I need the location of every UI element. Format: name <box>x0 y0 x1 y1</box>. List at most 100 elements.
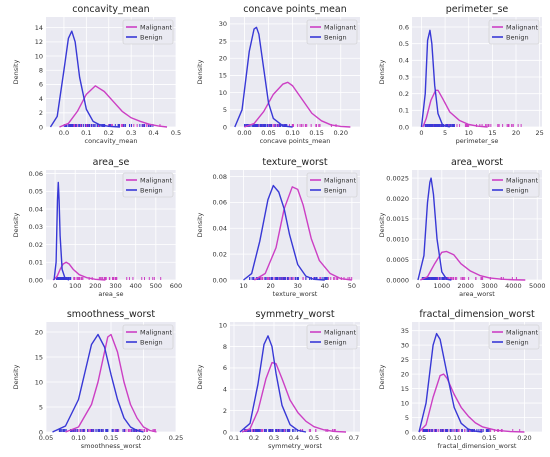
y-tick-label: 0.00 <box>213 276 227 284</box>
density-line-benign <box>234 26 293 128</box>
y-tick-label: 12 <box>35 38 43 46</box>
y-tick-label: 4 <box>223 386 227 394</box>
subplot-2: concave points_mean 0.00 0.05 0.10 0.15 0.20 0… <box>196 4 360 145</box>
legend-box <box>306 172 358 198</box>
y-tick-label: 0.04 <box>29 205 43 213</box>
x-tick-label: 400 <box>129 282 141 290</box>
x-tick-label: 20 <box>512 129 520 137</box>
legend-label-benign: Benign <box>506 186 529 194</box>
subplot-7: smoothness_worst 0.05 0.10 0.15 0.20 0.25 0 5 10… <box>12 309 183 450</box>
y-tick-label: 0.06 <box>213 199 227 207</box>
legend: Malignant Benign <box>122 19 174 45</box>
y-tick-label: 6 <box>39 81 43 89</box>
y-tick-label: 0.3 <box>399 73 409 81</box>
y-tick-label: 15 <box>35 353 43 361</box>
y-tick-label: 0.00 <box>29 276 43 284</box>
y-tick-label: 15 <box>219 72 227 80</box>
subplot-title: area_worst <box>451 157 503 168</box>
y-tick-label: 0.1 <box>399 107 409 115</box>
x-tick-label: 0.7 <box>349 434 359 442</box>
y-tick-label: 4 <box>39 95 43 103</box>
y-tick-label: 10 <box>401 399 409 407</box>
legend-label-malignant: Malignant <box>324 328 357 336</box>
legend-label-malignant: Malignant <box>506 23 539 31</box>
legend-label-malignant: Malignant <box>140 328 173 336</box>
x-tick-label: 0.10 <box>447 434 461 442</box>
density-line-malignant <box>420 250 526 281</box>
legend-box <box>122 19 174 45</box>
legend: Malignant Benign <box>306 324 358 350</box>
y-tick-label: 5 <box>223 106 227 114</box>
subplot-title: concave points_mean <box>243 4 346 15</box>
x-tick-label: 0 <box>419 129 423 137</box>
y-tick-label: 0 <box>223 428 227 436</box>
x-tick-label: 25 <box>535 129 543 137</box>
legend: Malignant Benign <box>488 324 540 350</box>
legend-box <box>488 19 540 45</box>
x-tick-label: 0.15 <box>482 434 496 442</box>
y-tick-label: 8 <box>39 67 43 75</box>
legend: Malignant Benign <box>488 19 540 45</box>
y-tick-label: 10 <box>219 89 227 97</box>
y-tick-label: 5 <box>405 414 409 422</box>
x-tick-label: 0.20 <box>136 434 150 442</box>
legend-label-benign: Benign <box>140 186 163 194</box>
y-tick-label: 0.05 <box>29 188 43 196</box>
y-tick-label: 0.5 <box>399 40 409 48</box>
x-tick-label: 0.6 <box>329 434 339 442</box>
y-axis-label: Density <box>196 212 204 237</box>
legend: Malignant Benign <box>122 172 174 198</box>
y-tick-label: 0.6 <box>399 23 409 31</box>
density-line-malignant <box>59 85 168 128</box>
legend-label-benign: Benign <box>140 33 163 41</box>
y-tick-label: 10 <box>219 322 227 330</box>
subplot-4: area_se 0 100 200 300 400 500 600 0.00 0.01 0.02 0.… <box>12 157 182 298</box>
y-tick-label: 0 <box>39 428 43 436</box>
legend-label-malignant: Malignant <box>506 176 539 184</box>
x-tick-label: 0.00 <box>237 129 251 137</box>
x-axis-label: perimeter_se <box>456 137 499 145</box>
x-tick-label: 4000 <box>505 282 522 290</box>
y-tick-label: 2 <box>223 407 227 415</box>
y-tick-label: 15 <box>401 385 409 393</box>
density-line-benign <box>420 29 450 128</box>
x-tick-label: 0 <box>53 282 57 290</box>
y-tick-label: 14 <box>35 24 43 32</box>
x-axis-label: concavity_mean <box>85 137 138 145</box>
x-tick-label: 3000 <box>481 282 498 290</box>
x-tick-label: 40 <box>321 282 329 290</box>
x-tick-label: 100 <box>69 282 81 290</box>
y-tick-label: 0.01 <box>29 259 43 267</box>
legend-label-malignant: Malignant <box>324 23 357 31</box>
y-tick-label: 0.06 <box>29 170 43 178</box>
x-axis-label: texture_worst <box>273 290 318 298</box>
x-axis-label: concave points_mean <box>260 137 331 145</box>
subplot-6: area_worst 0 1000 2000 3000 4000 5000 0.0000 0.0… <box>378 157 546 298</box>
y-tick-label: 25 <box>219 37 227 45</box>
x-tick-label: 50 <box>348 282 356 290</box>
subplot-title: area_se <box>93 157 130 168</box>
y-axis-label: Density <box>378 59 386 84</box>
x-tick-label: 0.4 <box>289 434 299 442</box>
x-tick-label: 10 <box>465 129 473 137</box>
y-tick-label: 20 <box>219 55 227 63</box>
y-axis-label: Density <box>196 364 204 389</box>
density-line-malignant <box>52 261 106 281</box>
y-tick-label: 5 <box>39 403 43 411</box>
legend-label-malignant: Malignant <box>140 23 173 31</box>
y-tick-label: 0.0000 <box>386 276 409 284</box>
y-tick-label: 0.0020 <box>386 195 409 203</box>
y-tick-label: 8 <box>223 343 227 351</box>
x-tick-label: 0.3 <box>269 434 279 442</box>
x-tick-label: 0.0 <box>59 129 69 137</box>
density-line-benign <box>52 333 144 433</box>
y-tick-label: 0.04 <box>213 225 227 233</box>
y-tick-label: 0.2 <box>399 90 409 98</box>
y-tick-label: 0.02 <box>29 241 43 249</box>
y-axis-label: Density <box>12 212 20 237</box>
x-axis-label: area_worst <box>459 290 495 298</box>
legend-label-benign: Benign <box>324 33 347 41</box>
y-tick-label: 2 <box>39 109 43 117</box>
y-tick-label: 30 <box>219 20 227 28</box>
subplot-8: symmetry_worst 0.1 0.2 0.3 0.4 0.5 0.6 0.7 0 2 4 6 8… <box>196 309 360 450</box>
